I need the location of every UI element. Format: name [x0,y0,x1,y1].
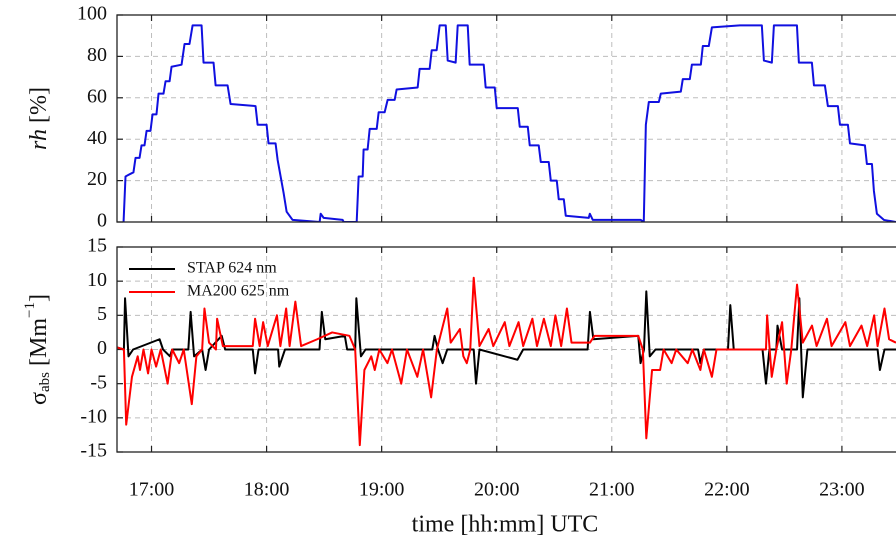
y-tick-label: 15 [87,235,107,257]
y-axis-label-part: rh [26,129,52,150]
x-tick-label: 17:00 [129,479,175,501]
x-tick-label: 22:00 [704,479,750,501]
y-axis-label-part: σ [26,392,52,405]
x-tick-label: 23:00 [819,479,865,501]
y-tick-label: 60 [87,85,107,107]
x-tick-label: 21:00 [589,479,635,501]
x-axis-label: time [hh:mm] UTC [412,512,599,538]
y-tick-label: 40 [87,127,107,149]
y-axis-label: σabs [Mm−1] [22,294,53,405]
y-tick-label: 100 [77,3,107,25]
y-axis-label-part: ] [26,294,52,302]
y-tick-label: 0 [97,337,107,359]
x-tick-label: 18:00 [244,479,290,501]
x-tick-label: 20:00 [474,479,520,501]
legend-label: MA200 625 nm [187,283,290,300]
plot-frame [116,14,896,223]
y-tick-label: -15 [80,440,107,462]
plot-area [117,276,896,447]
plot-frame [116,246,896,453]
y-axis-label-part: −1 [22,302,38,318]
legend-label: STAP 624 nm [187,260,277,277]
y-tick-label: 0 [97,210,107,232]
y-tick-label: 10 [87,269,107,291]
series-line [117,290,896,399]
series-line [122,24,896,222]
x-tick-label: 19:00 [359,479,405,501]
y-tick-label: 80 [87,44,107,66]
y-axis-label-part: abs [37,372,53,392]
y-axis-label-part: [Mm [26,318,52,366]
y-axis-label-part: [%] [26,87,52,123]
series-line [117,276,896,447]
y-tick-label: -5 [90,371,107,393]
plot-area [122,24,896,222]
y-axis-label: rh [%] [26,87,52,150]
y-tick-label: 5 [97,303,107,325]
y-tick-label: -10 [80,405,107,427]
y-tick-label: 20 [87,168,107,190]
